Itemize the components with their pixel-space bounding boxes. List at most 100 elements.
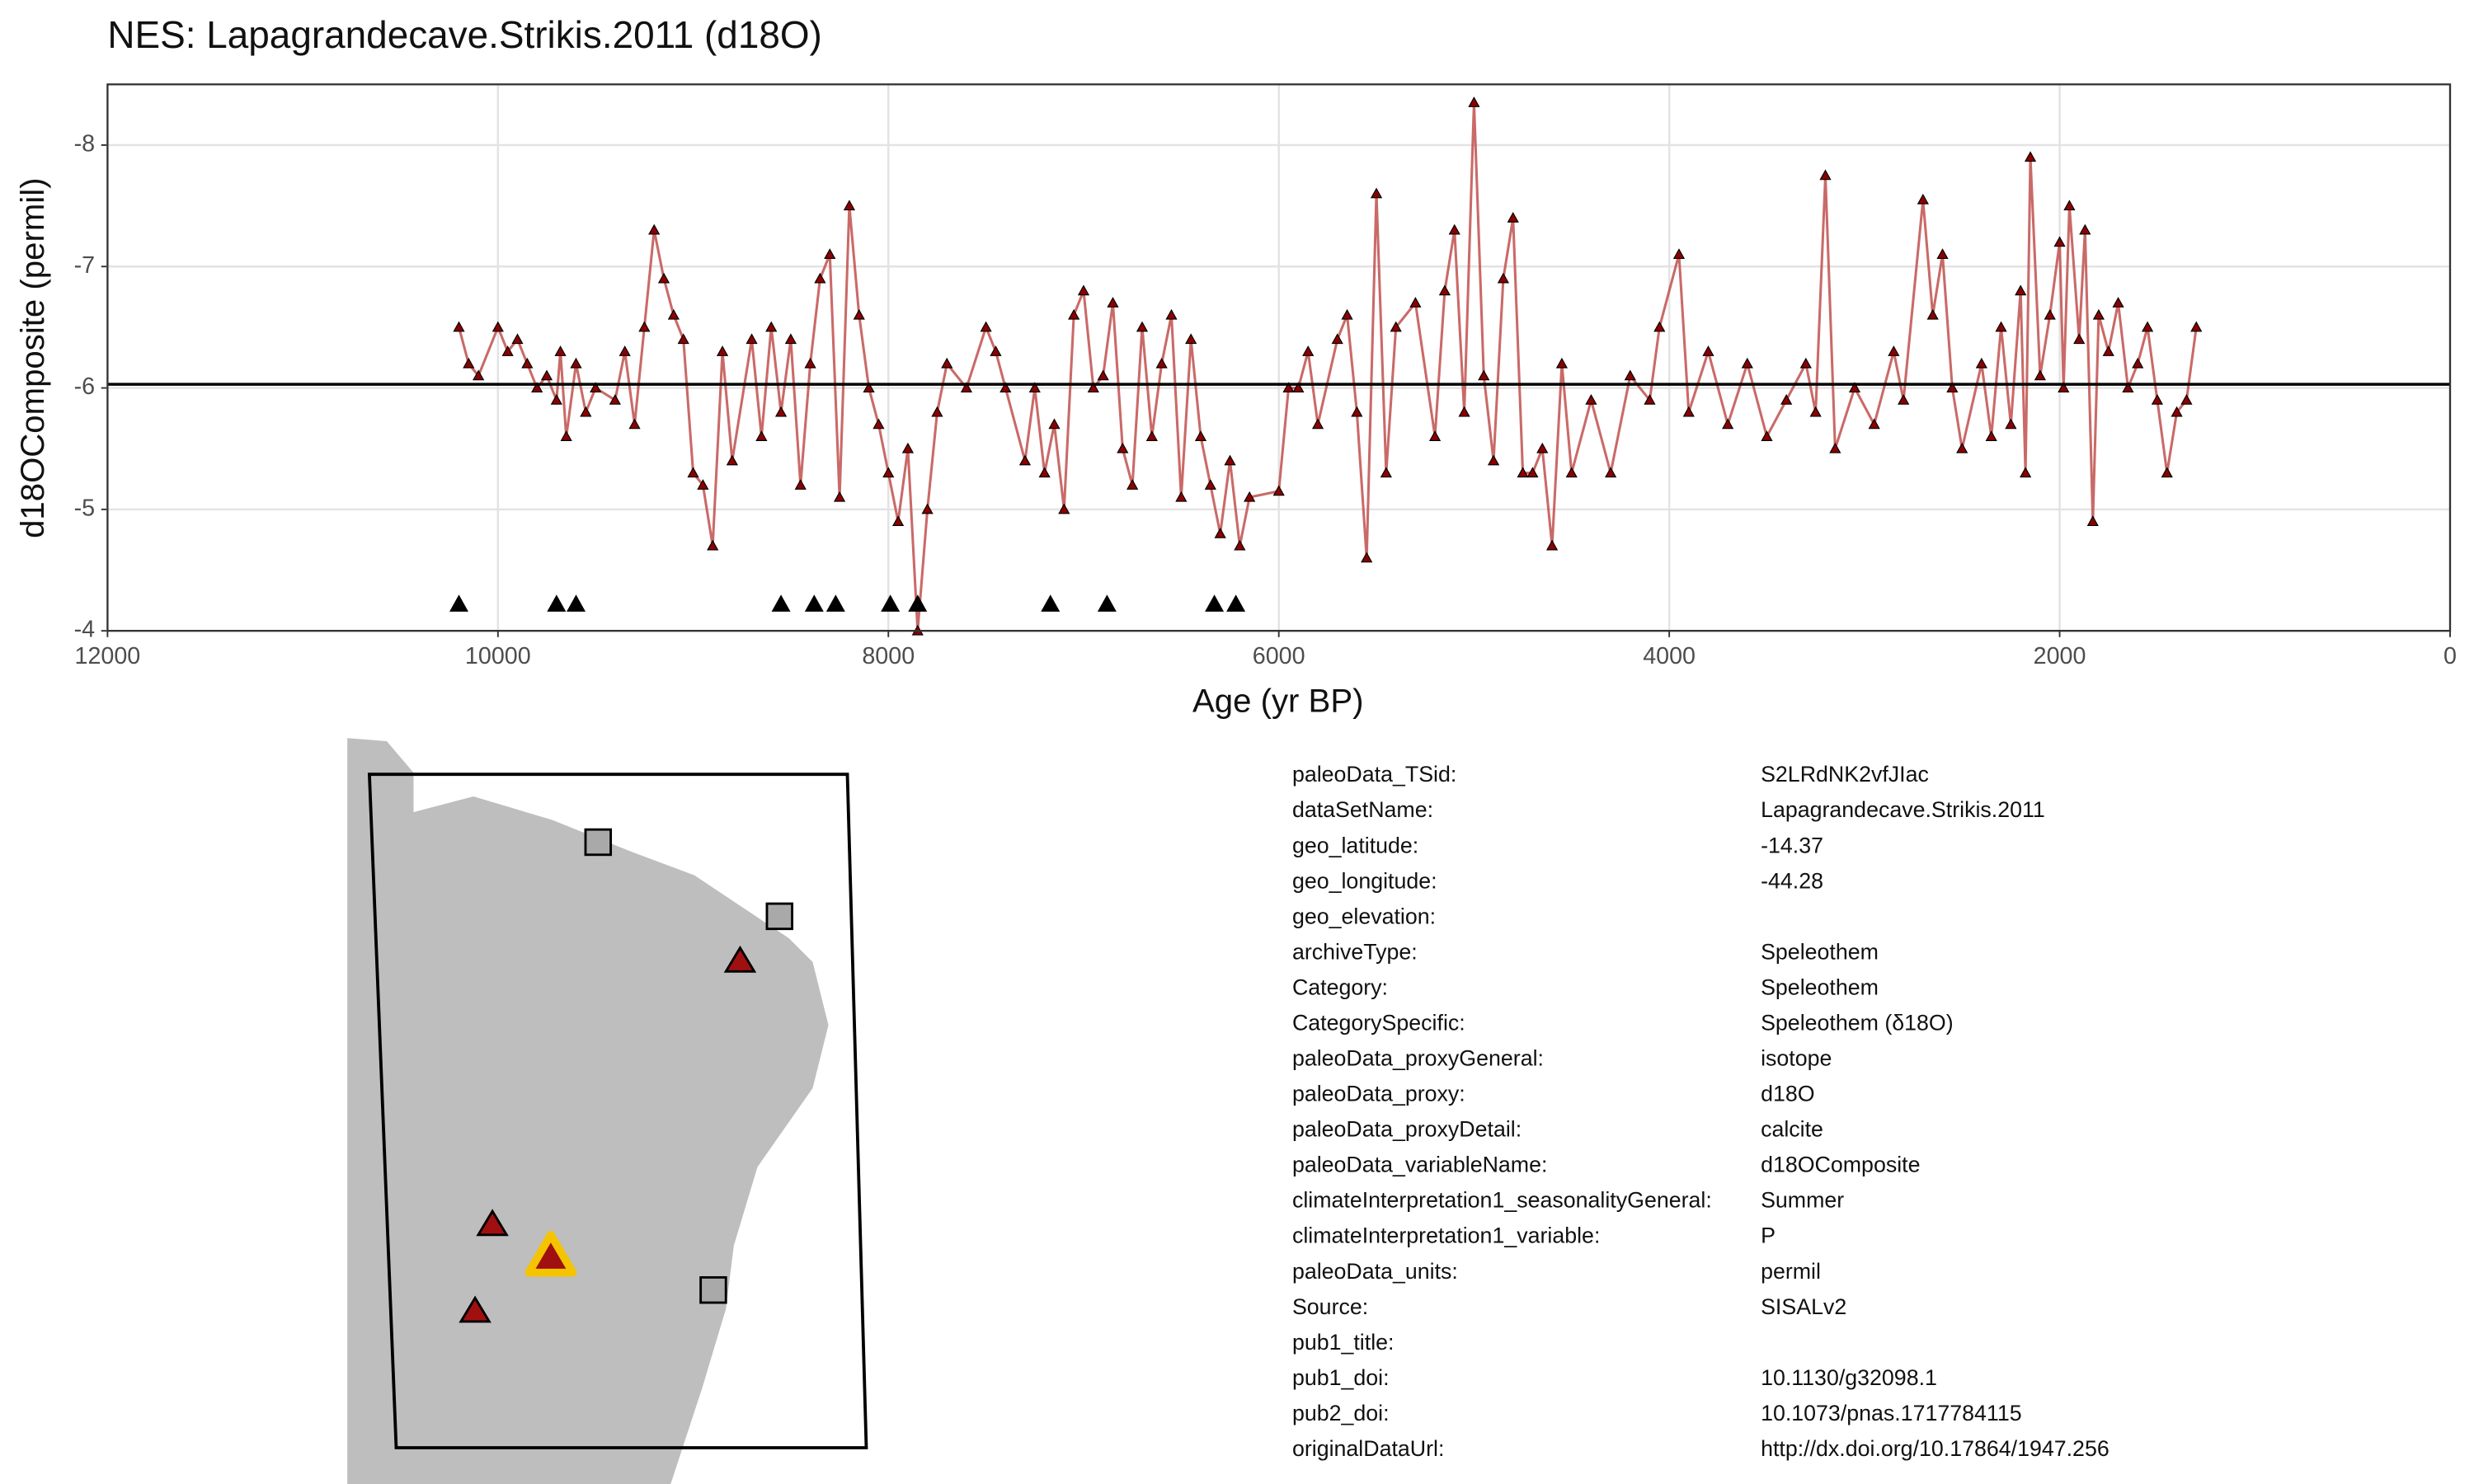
meta-value: d18O — [1761, 1082, 1814, 1106]
data-point — [1497, 272, 1510, 284]
data-point — [2141, 321, 2154, 332]
data-point — [960, 382, 973, 393]
data-point — [2063, 200, 2076, 211]
data-point — [1175, 491, 1188, 502]
data-point — [833, 491, 846, 502]
age-marker — [1205, 594, 1225, 612]
data-point — [2171, 406, 2183, 417]
data-point — [1341, 308, 1353, 320]
data-point — [697, 479, 709, 490]
meta-key: pub2_doi: — [1292, 1401, 1390, 1425]
age-marker — [547, 594, 567, 612]
meta-key: climateInterpretation1_seasonalityGenera… — [1292, 1188, 1712, 1213]
data-point — [2073, 333, 2086, 345]
data-point — [1468, 96, 1480, 107]
y-tick-label: -5 — [74, 495, 96, 521]
meta-key: pub1_title: — [1292, 1330, 1395, 1355]
site-marker — [765, 902, 794, 931]
data-point — [1244, 491, 1256, 502]
data-point — [1224, 454, 1236, 466]
data-point — [2058, 382, 2070, 393]
site-marker — [699, 1275, 727, 1304]
data-point — [853, 308, 865, 320]
data-point — [550, 393, 562, 405]
y-axis-title: d18OComposite (permil) — [14, 178, 51, 538]
data-point — [618, 345, 631, 356]
data-point — [570, 357, 582, 369]
data-point — [1898, 393, 1910, 405]
data-point — [1087, 382, 1099, 393]
site-marker — [584, 828, 613, 857]
data-point — [1975, 357, 1987, 369]
data-point — [1917, 193, 1929, 204]
data-point — [2015, 284, 2027, 296]
data-point — [1155, 357, 1168, 369]
data-point — [1624, 369, 1636, 381]
data-point — [1204, 479, 1216, 490]
meta-key: geo_elevation: — [1292, 904, 1436, 928]
data-point — [1868, 418, 1880, 430]
data-point — [921, 503, 934, 514]
data-point — [1272, 485, 1285, 496]
data-point — [804, 357, 816, 369]
age-marker — [1226, 594, 1246, 612]
x-tick-label: 12000 — [75, 643, 141, 669]
data-point — [1068, 308, 1080, 320]
map-frame — [367, 773, 868, 1449]
data-point — [492, 321, 504, 332]
meta-key: dataSetName: — [1292, 797, 1433, 822]
data-point — [824, 248, 836, 260]
y-tick-label: -4 — [74, 617, 96, 643]
meta-value: -14.37 — [1761, 833, 1823, 857]
meta-value: isotope — [1761, 1046, 1832, 1071]
selected-site — [524, 1230, 577, 1277]
data-point — [560, 430, 572, 441]
data-point — [2024, 151, 2037, 162]
meta-value: P — [1761, 1223, 1776, 1248]
data-point — [1809, 406, 1822, 417]
data-point — [891, 515, 905, 527]
data-point — [843, 200, 856, 211]
data-point — [453, 321, 465, 332]
data-point — [1605, 467, 1617, 478]
meta-value: Lapagrandecave.Strikis.2011 — [1761, 797, 2045, 822]
age-marker — [804, 594, 824, 612]
data-point — [657, 272, 670, 284]
data-point — [1458, 406, 1470, 417]
data-point — [1926, 308, 1939, 320]
meta-value: calcite — [1761, 1117, 1823, 1142]
data-point — [580, 406, 592, 417]
meta-key: geo_latitude: — [1292, 833, 1418, 857]
data-point — [1185, 333, 1197, 345]
data-point — [2132, 357, 2144, 369]
data-point — [1038, 467, 1051, 478]
data-point — [1888, 345, 1900, 356]
site-marker — [476, 1209, 509, 1237]
data-point — [941, 357, 953, 369]
data-point — [2053, 236, 2066, 247]
data-point — [1545, 539, 1559, 551]
data-point — [1536, 442, 1549, 453]
age-marker — [881, 594, 901, 612]
meta-key: paleoData_TSid: — [1292, 762, 1456, 787]
data-point — [1077, 284, 1090, 296]
data-point — [2005, 418, 2017, 430]
data-point — [2020, 467, 2032, 478]
data-point — [1644, 393, 1656, 405]
age-marker — [908, 594, 928, 612]
data-point — [1234, 539, 1246, 551]
data-point — [1799, 357, 1812, 369]
data-point — [1370, 187, 1383, 199]
meta-key: paleoData_proxyDetail: — [1292, 1117, 1522, 1142]
data-point — [1331, 333, 1343, 345]
data-point — [463, 357, 475, 369]
data-point — [2092, 308, 2105, 320]
data-point — [1145, 430, 1158, 441]
meta-value: Speleothem — [1761, 974, 1879, 999]
data-point — [1487, 454, 1500, 466]
data-point — [1107, 297, 1119, 308]
data-point — [609, 393, 621, 405]
data-point — [1565, 467, 1578, 478]
data-point — [1653, 321, 1666, 332]
